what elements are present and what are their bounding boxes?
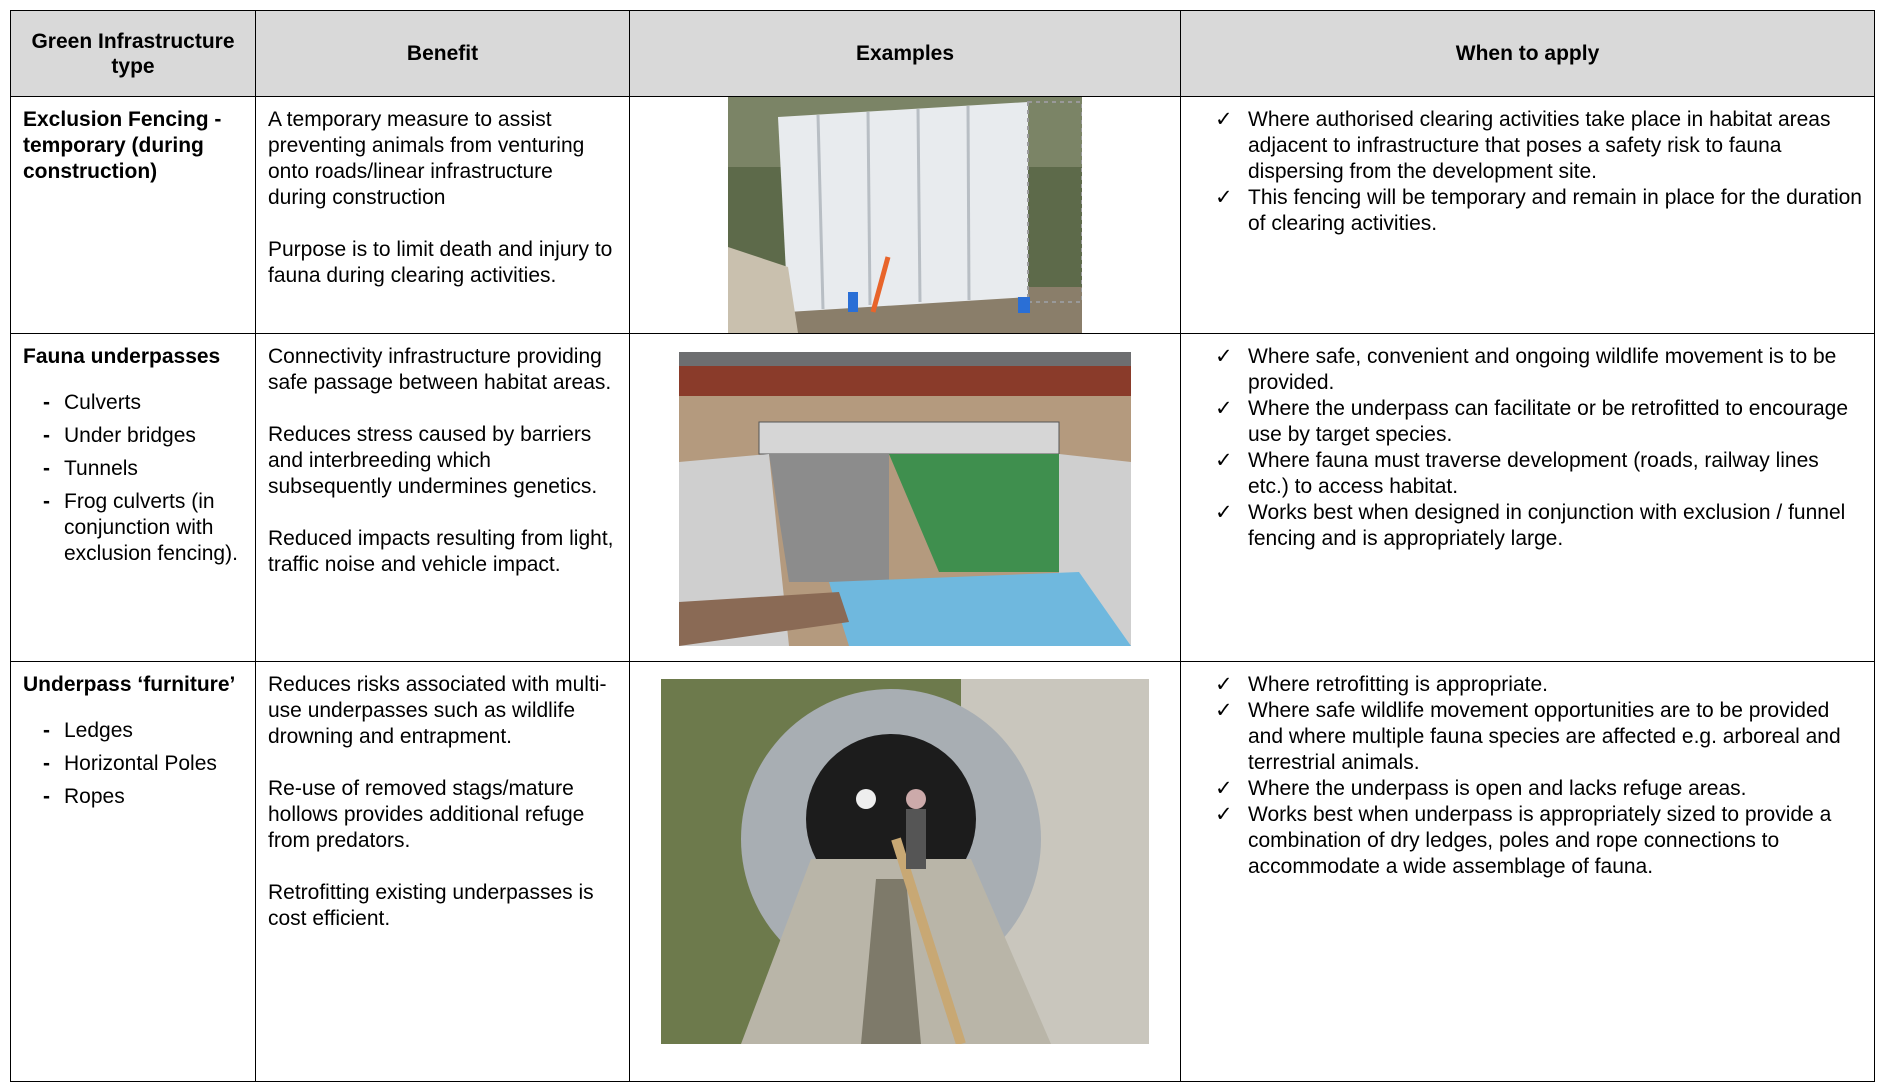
benefit-text: Purpose is to limit death and injury to … — [268, 238, 613, 287]
when-item: Where safe, convenient and ongoing wildl… — [1193, 344, 1862, 396]
table-row: Exclusion Fencing - temporary (during co… — [10, 96, 1875, 334]
benefit-text: Connectivity infrastructure providing sa… — [268, 345, 612, 394]
type-item: Culverts — [23, 390, 243, 416]
column-header: Green Infrastructure type — [10, 10, 256, 97]
when-item: Works best when designed in conjunction … — [1193, 500, 1862, 552]
tunnel-photo — [661, 679, 1149, 1044]
type-item: Horizontal Poles — [23, 751, 243, 777]
when-item: This fencing will be temporary and remai… — [1193, 185, 1862, 237]
type-title: Exclusion Fencing - temporary (during co… — [23, 108, 222, 183]
header-row: Green Infrastructure type Benefit Exampl… — [10, 10, 1875, 97]
type-cell: Fauna underpasses Culverts Under bridges… — [10, 333, 256, 662]
table-row: Underpass ‘furniture’ Ledges Horizontal … — [10, 661, 1875, 1082]
column-header: When to apply — [1180, 10, 1875, 97]
when-item: Where safe wildlife movement opportuniti… — [1193, 698, 1862, 776]
when-item: Works best when underpass is appropriate… — [1193, 802, 1862, 880]
benefit-cell: A temporary measure to assist preventing… — [255, 96, 630, 334]
benefit-text: A temporary measure to assist preventing… — [268, 108, 585, 209]
when-cell: Where safe, convenient and ongoing wildl… — [1180, 333, 1875, 662]
type-cell: Underpass ‘furniture’ Ledges Horizontal … — [10, 661, 256, 1082]
type-item: Frog culverts (in conjunction with exclu… — [23, 489, 243, 567]
underpass-diagram — [679, 352, 1131, 646]
when-cell: Where authorised clearing activities tak… — [1180, 96, 1875, 334]
when-item: Where authorised clearing activities tak… — [1193, 107, 1862, 185]
column-header: Benefit — [255, 10, 630, 97]
example-cell — [629, 661, 1181, 1082]
benefit-text: Reduces risks associated with multi-use … — [268, 673, 607, 748]
when-item: Where the underpass is open and lacks re… — [1193, 776, 1862, 802]
benefit-cell: Reduces risks associated with multi-use … — [255, 661, 630, 1082]
when-cell: Where retrofitting is appropriate. Where… — [1180, 661, 1875, 1082]
benefit-text: Re-use of removed stags/mature hollows p… — [268, 777, 585, 852]
type-item: Tunnels — [23, 456, 243, 482]
page: Green Infrastructure type Benefit Exampl… — [0, 0, 1879, 1057]
type-title: Underpass ‘furniture’ — [23, 673, 236, 696]
when-item: Where fauna must traverse development (r… — [1193, 448, 1862, 500]
example-cell — [629, 96, 1181, 334]
when-item: Where the underpass can facilitate or be… — [1193, 396, 1862, 448]
type-item: Ledges — [23, 718, 243, 744]
benefit-text: Retrofitting existing underpasses is cos… — [268, 881, 594, 930]
type-item: Under bridges — [23, 423, 243, 449]
fence-photo — [728, 97, 1082, 333]
example-cell — [629, 333, 1181, 662]
type-cell: Exclusion Fencing - temporary (during co… — [10, 96, 256, 334]
when-item: Where retrofitting is appropriate. — [1193, 672, 1862, 698]
benefit-text: Reduces stress caused by barriers and in… — [268, 423, 598, 498]
type-item: Ropes — [23, 784, 243, 810]
green-infrastructure-table: Green Infrastructure type Benefit Exampl… — [10, 10, 1875, 1082]
benefit-text: Reduced impacts resulting from light, tr… — [268, 527, 614, 576]
column-header: Examples — [629, 10, 1181, 97]
table-row: Fauna underpasses Culverts Under bridges… — [10, 333, 1875, 662]
benefit-cell: Connectivity infrastructure providing sa… — [255, 333, 630, 662]
type-title: Fauna underpasses — [23, 345, 221, 368]
